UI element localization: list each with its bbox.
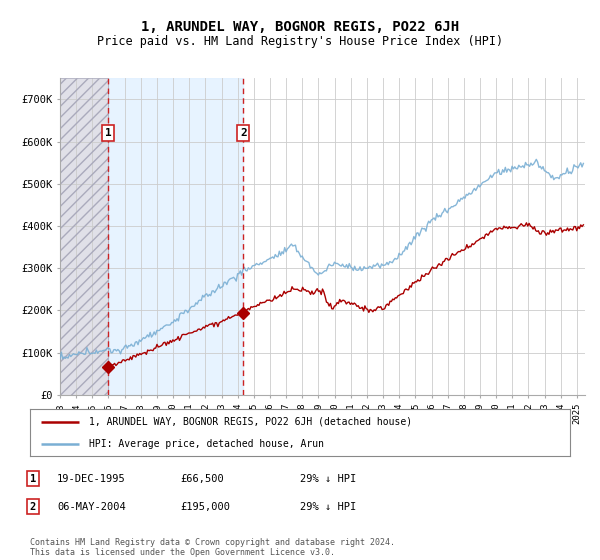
Text: 29% ↓ HPI: 29% ↓ HPI (300, 474, 356, 484)
Text: 1, ARUNDEL WAY, BOGNOR REGIS, PO22 6JH: 1, ARUNDEL WAY, BOGNOR REGIS, PO22 6JH (141, 20, 459, 34)
Text: 06-MAY-2004: 06-MAY-2004 (57, 502, 126, 512)
Bar (60, 78, 108, 395)
Text: 2: 2 (240, 128, 247, 138)
Bar (108, 78, 244, 395)
Bar (60, 78, 108, 395)
Text: 1: 1 (104, 128, 112, 138)
Text: Price paid vs. HM Land Registry's House Price Index (HPI): Price paid vs. HM Land Registry's House … (97, 35, 503, 48)
Text: 1, ARUNDEL WAY, BOGNOR REGIS, PO22 6JH (detached house): 1, ARUNDEL WAY, BOGNOR REGIS, PO22 6JH (… (89, 417, 413, 427)
Text: 2: 2 (30, 502, 36, 512)
Text: Contains HM Land Registry data © Crown copyright and database right 2024.
This d: Contains HM Land Registry data © Crown c… (30, 538, 395, 557)
Text: 1: 1 (30, 474, 36, 484)
Text: 19-DEC-1995: 19-DEC-1995 (57, 474, 126, 484)
Text: £66,500: £66,500 (180, 474, 224, 484)
Text: 29% ↓ HPI: 29% ↓ HPI (300, 502, 356, 512)
Text: £195,000: £195,000 (180, 502, 230, 512)
Text: HPI: Average price, detached house, Arun: HPI: Average price, detached house, Arun (89, 438, 325, 449)
